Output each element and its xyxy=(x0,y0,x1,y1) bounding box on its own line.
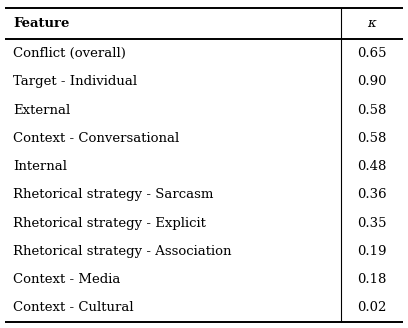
Text: Context - Conversational: Context - Conversational xyxy=(13,132,179,145)
Text: Target - Individual: Target - Individual xyxy=(13,75,137,88)
Text: 0.65: 0.65 xyxy=(357,47,387,60)
Text: 0.58: 0.58 xyxy=(357,104,386,116)
Text: 0.48: 0.48 xyxy=(357,160,386,173)
Text: 0.02: 0.02 xyxy=(357,301,386,315)
Text: Internal: Internal xyxy=(13,160,67,173)
Text: Rhetorical strategy - Association: Rhetorical strategy - Association xyxy=(13,245,232,258)
Text: 0.18: 0.18 xyxy=(357,273,386,286)
Text: 0.19: 0.19 xyxy=(357,245,387,258)
Text: 0.36: 0.36 xyxy=(357,188,387,201)
Text: Context - Media: Context - Media xyxy=(13,273,120,286)
Text: 0.35: 0.35 xyxy=(357,216,387,230)
Text: 0.58: 0.58 xyxy=(357,132,386,145)
Text: Rhetorical strategy - Sarcasm: Rhetorical strategy - Sarcasm xyxy=(13,188,213,201)
Text: 0.90: 0.90 xyxy=(357,75,387,88)
Text: Rhetorical strategy - Explicit: Rhetorical strategy - Explicit xyxy=(13,216,206,230)
Text: External: External xyxy=(13,104,70,116)
Text: κ: κ xyxy=(368,17,376,30)
Text: Feature: Feature xyxy=(13,17,69,30)
Text: Context - Cultural: Context - Cultural xyxy=(13,301,134,315)
Text: Conflict (overall): Conflict (overall) xyxy=(13,47,126,60)
